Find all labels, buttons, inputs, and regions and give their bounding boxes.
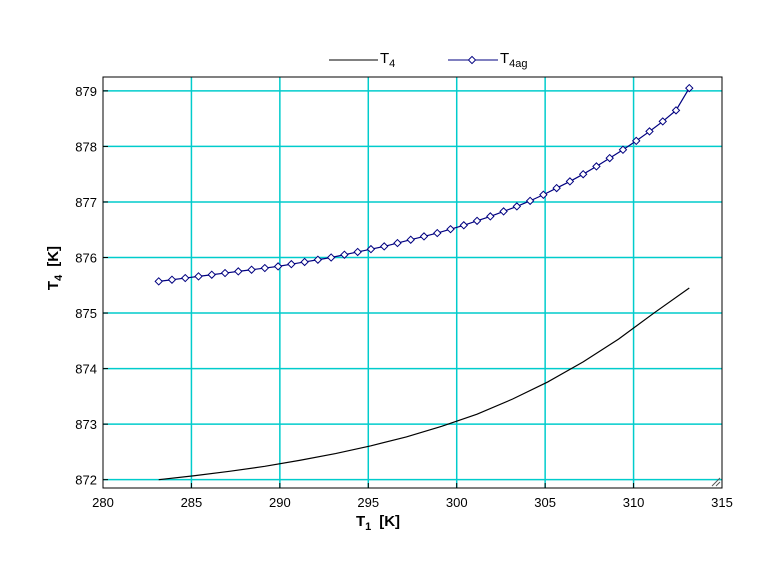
series-1-point-8 <box>260 263 270 273</box>
x-axis-title-main: T <box>356 513 365 530</box>
series-1-point-39 <box>671 106 681 115</box>
x-tick-label-4: 300 <box>446 495 468 510</box>
legend-label-T4-sub: 4 <box>389 58 395 70</box>
y-axis-title-unit: [K] <box>45 246 62 267</box>
series-1-point-34 <box>605 153 614 163</box>
series-1-point-16 <box>366 244 376 254</box>
series-1-point-37 <box>645 127 654 136</box>
series-1-point-21 <box>433 228 442 238</box>
legend-label-T4ag-main: T <box>500 50 509 67</box>
series-1-point-40 <box>685 83 694 93</box>
y-tick-label-4: 876 <box>75 251 97 266</box>
x-axis-ticks: 280 285 290 295 300 305 310 315 <box>92 483 733 510</box>
x-tick-label-7: 315 <box>711 495 733 510</box>
y-tick-label-6: 878 <box>75 139 97 154</box>
x-tick-label-5: 305 <box>534 495 556 510</box>
x-axis-title-sub: 1 <box>365 521 371 533</box>
series-1-point-17 <box>379 242 389 251</box>
y-tick-label-3: 875 <box>75 306 97 321</box>
resize-grip-line-0 <box>711 477 721 487</box>
series-1-point-11 <box>300 257 309 267</box>
plot-frame <box>102 76 723 489</box>
legend-marker-T4ag <box>467 55 477 65</box>
y-tick-label-7: 879 <box>75 84 97 99</box>
series-1-point-32 <box>578 169 588 179</box>
y-tick-label-2: 874 <box>75 362 97 377</box>
x-tick-label-0: 280 <box>92 495 114 510</box>
series-1-point-29 <box>539 190 548 199</box>
series-1-point-18 <box>393 238 402 248</box>
series-1-point-3 <box>194 272 203 281</box>
series-1-point-38 <box>658 117 667 126</box>
series-1-point-30 <box>552 183 561 193</box>
y-axis-title-main: T <box>45 281 62 290</box>
resize-grip-line-1 <box>715 481 721 487</box>
x-tick-label-2: 290 <box>269 495 291 510</box>
series-line-0 <box>158 287 690 481</box>
legend: T4 T4ag <box>329 50 528 70</box>
series-1-point-36 <box>631 136 641 146</box>
y-tick-label-5: 877 <box>75 195 97 210</box>
series-1-point-20 <box>419 232 429 241</box>
x-tick-label-1: 285 <box>181 495 203 510</box>
series-1-point-7 <box>247 265 256 274</box>
series-1-point-27 <box>512 202 522 211</box>
x-axis-title: T1 [K] <box>356 513 400 533</box>
series-1-point-0 <box>154 277 163 286</box>
series-1-point-2 <box>180 273 190 283</box>
series-1-point-24 <box>472 216 482 226</box>
series-layer <box>154 83 694 481</box>
series-1-point-23 <box>459 221 469 230</box>
series-1-point-25 <box>486 212 495 221</box>
y-axis-title: T4 [K] <box>45 246 65 290</box>
series-1-point-1 <box>167 275 177 284</box>
x-tick-label-3: 295 <box>357 495 379 510</box>
series-1-point-28 <box>525 196 535 206</box>
legend-label-T4ag: T4ag <box>500 50 528 70</box>
grid-lines <box>103 77 722 488</box>
series-1-point-22 <box>446 224 455 234</box>
series-1-point-9 <box>273 262 283 271</box>
series-1-point-26 <box>499 207 508 216</box>
x-axis-title-unit: [K] <box>379 513 400 530</box>
series-1-point-4 <box>207 270 217 279</box>
series-1-point-33 <box>592 162 601 171</box>
y-tick-label-0: 872 <box>75 473 97 488</box>
series-1-point-35 <box>618 145 628 155</box>
series-1-point-5 <box>220 268 230 278</box>
series-1-point-10 <box>287 259 296 269</box>
legend-label-T4-main: T <box>380 50 389 67</box>
series-1-point-6 <box>234 267 243 276</box>
series-1-point-13 <box>326 253 336 262</box>
y-tick-label-1: 873 <box>75 417 97 432</box>
y-axis-ticks: 872 873 874 875 876 877 878 879 <box>75 84 108 488</box>
series-1-point-31 <box>565 177 575 186</box>
x-tick-label-6: 310 <box>623 495 645 510</box>
y-axis-title-sub: 4 <box>53 274 65 281</box>
resize-grip-icon[interactable] <box>711 477 721 487</box>
legend-label-T4ag-sub: 4ag <box>509 58 527 70</box>
legend-label-T4: T4 <box>380 50 395 70</box>
series-1-point-12 <box>313 255 323 264</box>
series-1-point-15 <box>353 247 362 257</box>
series-1-point-19 <box>406 235 415 244</box>
series-1-point-14 <box>340 250 349 259</box>
